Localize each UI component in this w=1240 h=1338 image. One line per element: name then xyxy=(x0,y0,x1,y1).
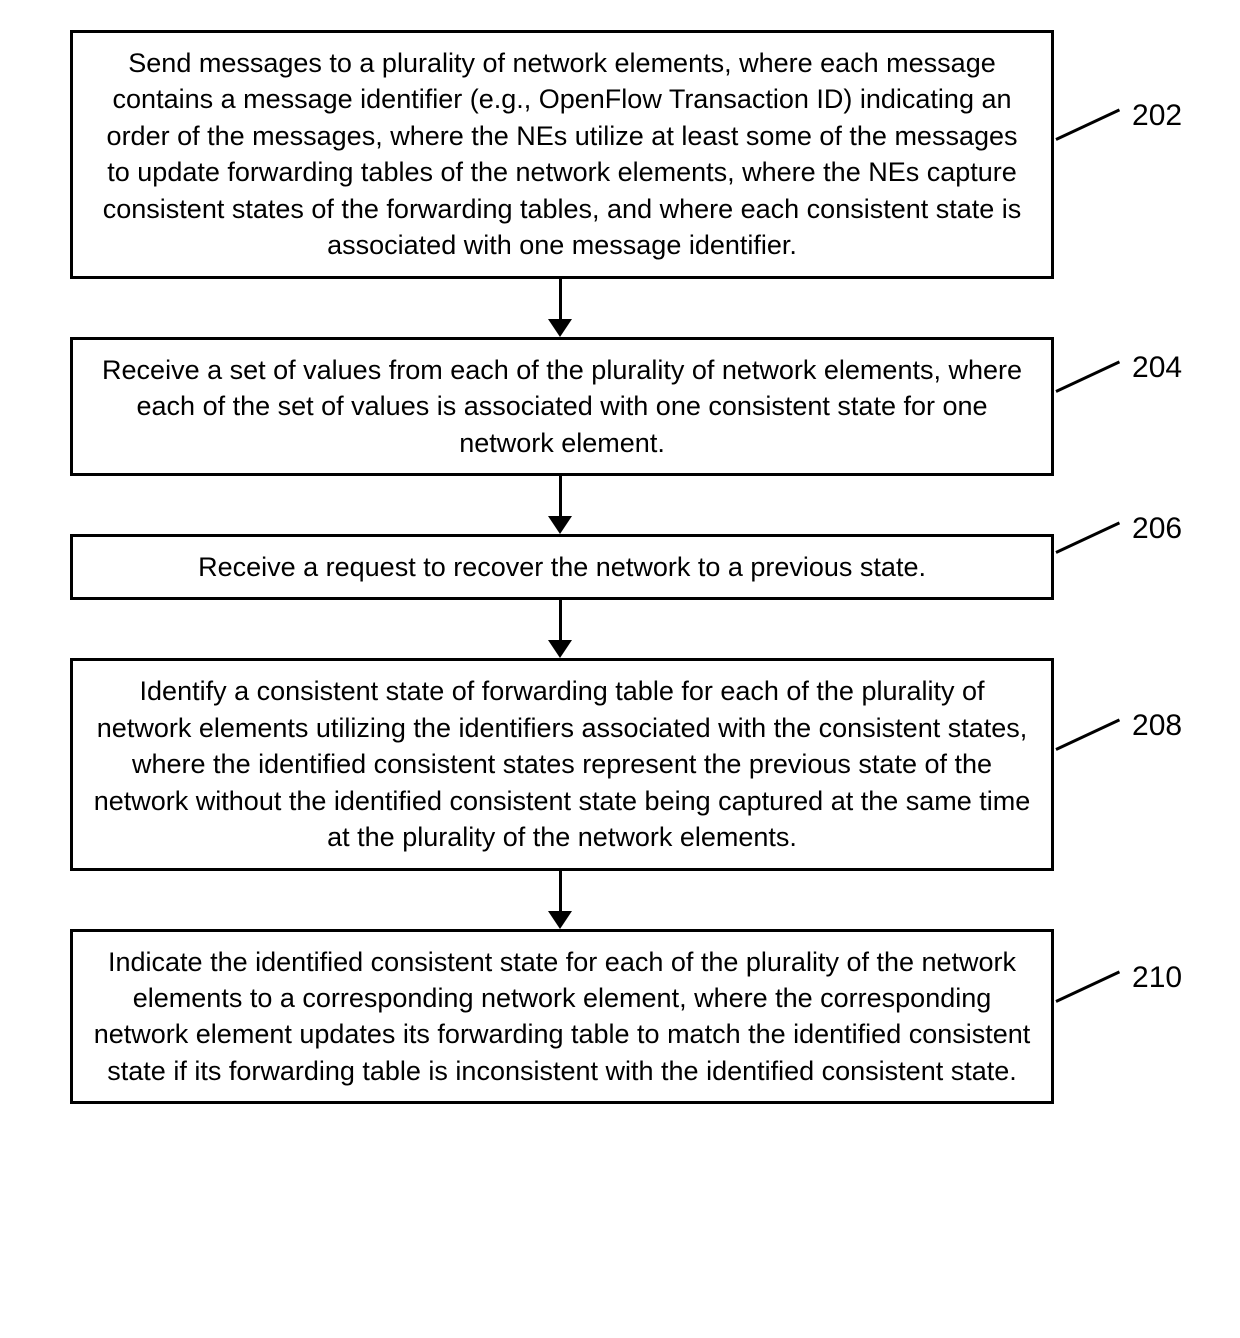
step-box-208: Identify a consistent state of forwardin… xyxy=(70,658,1054,870)
connector-line xyxy=(1055,970,1120,1002)
step-text: Receive a set of values from each of the… xyxy=(102,355,1022,458)
step-row-202: Send messages to a plurality of network … xyxy=(40,30,1200,279)
step-box-206: Receive a request to recover the network… xyxy=(70,534,1054,600)
step-row-210: Indicate the identified consistent state… xyxy=(40,929,1200,1105)
step-box-204: Receive a set of values from each of the… xyxy=(70,337,1054,476)
connector-line xyxy=(1055,360,1120,392)
arrow-head xyxy=(548,516,572,534)
arrow-shaft xyxy=(559,600,562,642)
arrow-head xyxy=(548,640,572,658)
step-box-210: Indicate the identified consistent state… xyxy=(70,929,1054,1105)
step-label-202: 202 xyxy=(1132,99,1182,133)
step-row-204: Receive a set of values from each of the… xyxy=(40,337,1200,476)
step-text: Send messages to a plurality of network … xyxy=(103,48,1022,260)
arrow-icon xyxy=(548,476,572,534)
step-box-202: Send messages to a plurality of network … xyxy=(70,30,1054,279)
connector-line xyxy=(1055,521,1120,553)
step-row-208: Identify a consistent state of forwardin… xyxy=(40,658,1200,870)
step-row-206: Receive a request to recover the network… xyxy=(40,534,1200,600)
flowchart-container: Send messages to a plurality of network … xyxy=(40,30,1200,1104)
arrow-head xyxy=(548,911,572,929)
step-label-206: 206 xyxy=(1132,512,1182,546)
arrow-icon xyxy=(548,871,572,929)
step-text: Identify a consistent state of forwardin… xyxy=(94,676,1031,852)
step-label-210: 210 xyxy=(1132,961,1182,995)
arrow-shaft xyxy=(559,476,562,518)
connector-line xyxy=(1055,719,1120,751)
arrow-icon xyxy=(548,600,572,658)
step-text: Receive a request to recover the network… xyxy=(198,552,926,582)
arrow-head xyxy=(548,319,572,337)
arrow-shaft xyxy=(559,279,562,321)
connector-line xyxy=(1055,108,1120,140)
step-label-208: 208 xyxy=(1132,709,1182,743)
arrow-icon xyxy=(548,279,572,337)
step-label-204: 204 xyxy=(1132,351,1182,385)
arrow-shaft xyxy=(559,871,562,913)
step-text: Indicate the identified consistent state… xyxy=(94,947,1031,1086)
